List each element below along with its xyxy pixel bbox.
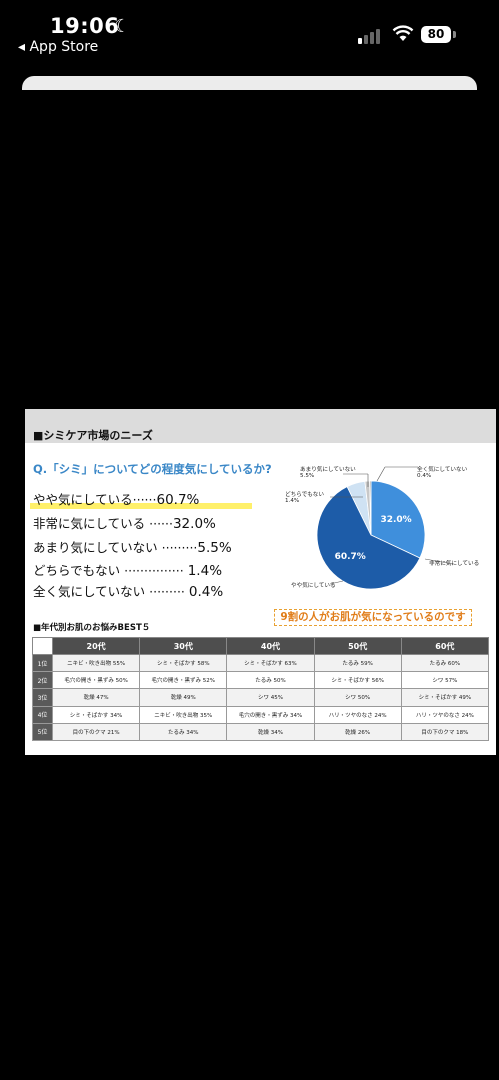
table-cell: 目の下のクマ 18%	[400, 722, 490, 741]
table-corner	[32, 637, 53, 655]
table-header-row: 20代 30代 40代 50代 60代	[32, 637, 490, 655]
table-cell: たるみ 59%	[313, 653, 402, 673]
survey-question: Q.「シミ」についてどの程度気にしているか?	[33, 462, 272, 476]
answer-row: どちらでもない ··············· 1.4%	[33, 563, 223, 579]
col-header: 20代	[51, 637, 141, 655]
table-row: 2位 毛穴の開き・黒ずみ 50% 毛穴の開き・黒ずみ 52% たるみ 50% シ…	[32, 671, 490, 690]
col-header: 60代	[400, 637, 490, 655]
table-cell: ニキビ・吹き出物 55%	[51, 653, 141, 673]
table-cell: シワ 45%	[226, 688, 315, 707]
pie-label-somewhat: やや気にしている	[291, 583, 336, 589]
table-cell: ハリ・ツヤのなさ 24%	[313, 705, 402, 724]
answer-row: あまり気にしていない ·········5.5%	[33, 540, 232, 556]
table-cell: シミ・そばかす 58%	[139, 653, 228, 673]
col-header: 50代	[313, 637, 402, 655]
pie-slice	[370, 480, 426, 559]
battery-tip	[453, 31, 456, 38]
callout-box: 9割の人がお肌が気になっているのです	[274, 609, 472, 626]
pie-label-very: 非常に気にしている	[429, 561, 480, 567]
table-cell: シミ・そばかす 49%	[400, 688, 490, 707]
rank-cell: 5位	[32, 722, 53, 741]
slide-header-band	[25, 409, 496, 443]
pie-data-label: 60.7%	[335, 552, 366, 562]
rank-cell: 4位	[32, 705, 53, 724]
col-header: 40代	[226, 637, 315, 655]
answer-row: 全く気にしていない ········· 0.4%	[33, 584, 224, 600]
table-cell: 毛穴の開き・黒ずみ 34%	[226, 705, 315, 724]
table-cell: たるみ 34%	[139, 722, 228, 741]
table-cell: ハリ・ツヤのなさ 24%	[400, 705, 490, 724]
battery-icon: 80	[421, 26, 451, 43]
pie-label-neither: どちらでもない 1.4%	[285, 492, 324, 504]
table-row: 4位 シミ・そばかす 34% ニキビ・吹き出物 35% 毛穴の開き・黒ずみ 34…	[32, 705, 490, 724]
table-row: 1位 ニキビ・吹き出物 55% シミ・そばかす 58% シミ・そばかす 63% …	[32, 653, 490, 673]
leader-lines	[329, 466, 454, 585]
table-cell: たるみ 50%	[226, 671, 315, 690]
concerns-table: 20代 30代 40代 50代 60代 1位 ニキビ・吹き出物 55% シミ・そ…	[32, 637, 490, 741]
table-cell: ニキビ・吹き出物 35%	[139, 705, 228, 724]
status-bar: 19:06 ☾ ◂ App Store 80	[0, 0, 499, 70]
moon-icon: ☾	[114, 16, 131, 37]
table-cell: 乾燥 34%	[226, 722, 315, 741]
table-cell: 目の下のクマ 21%	[51, 722, 141, 741]
answer-row: 非常に気にしている ······32.0%	[33, 516, 216, 532]
pie-label-none: 全く気にしていない 0.4%	[417, 467, 468, 479]
col-header: 30代	[139, 637, 228, 655]
rank-cell: 2位	[32, 671, 53, 690]
table-cell: シミ・そばかす 63%	[226, 653, 315, 673]
table-cell: 乾燥 49%	[139, 688, 228, 707]
table-cell: 乾燥 26%	[313, 722, 402, 741]
table-cell: 乾燥 47%	[51, 688, 141, 707]
table-cell: シミ・そばかす 56%	[313, 671, 402, 690]
table-row: 3位 乾燥 47% 乾燥 49% シワ 45% シワ 50% シミ・そばかす 4…	[32, 688, 490, 707]
pie-slice	[369, 480, 372, 536]
section-title: ■シミケア市場のニーズ	[33, 429, 153, 442]
rank-cell: 1位	[32, 653, 53, 673]
table-cell: たるみ 60%	[400, 653, 490, 673]
table-cell: 毛穴の開き・黒ずみ 50%	[51, 671, 141, 690]
table-title: ■年代別お肌のお悩みBEST５	[33, 623, 151, 633]
table-cell: シミ・そばかす 34%	[51, 705, 141, 724]
slide-image: ■シミケア市場のニーズ Q.「シミ」についてどの程度気にしているか? やや気にし…	[25, 409, 496, 755]
pie-label-mostly-not: あまり気にしていない 5.5%	[300, 467, 356, 479]
pie-data-label: 32.0%	[380, 515, 411, 525]
pie-chart: 32.0% 60.7%	[316, 480, 426, 590]
wifi-icon	[392, 25, 414, 41]
pie-slice	[316, 486, 421, 590]
status-time: 19:06	[50, 14, 120, 38]
table-cell: シワ 50%	[313, 688, 402, 707]
highlight-marker	[30, 503, 252, 509]
back-to-app-store-link[interactable]: ◂ App Store	[18, 39, 99, 55]
sheet-handle	[22, 76, 477, 90]
table-cell: シワ 57%	[400, 671, 490, 690]
cellular-signal-icon	[358, 24, 386, 44]
rank-cell: 3位	[32, 688, 53, 707]
table-cell: 毛穴の開き・黒ずみ 52%	[139, 671, 228, 690]
table-row: 5位 目の下のクマ 21% たるみ 34% 乾燥 34% 乾燥 26% 目の下の…	[32, 722, 490, 741]
answer-row: やや気にしている······60.7%	[33, 492, 200, 508]
